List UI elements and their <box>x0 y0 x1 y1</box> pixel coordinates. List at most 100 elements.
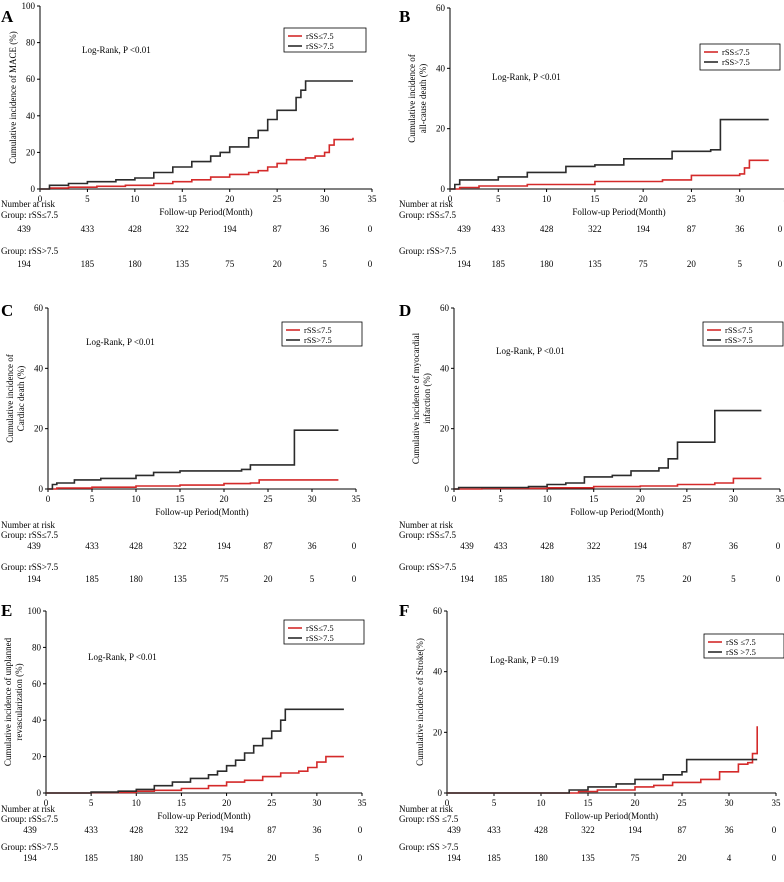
panel-a-risk-value: 135 <box>176 259 190 269</box>
panel-e-ytick-label: 20 <box>32 752 42 762</box>
panel-b-ytick-label: 0 <box>441 184 446 194</box>
panel-d-xtick-label: 5 <box>498 494 503 504</box>
panel-b-x-axis-title: Follow-up Period(Month) <box>572 207 665 217</box>
panel-d-risk-value: 36 <box>729 541 739 551</box>
panel-d-risk-value: 5 <box>731 574 736 584</box>
panel-a-ytick-label: 100 <box>22 1 36 11</box>
panel-a-xtick-label: 15 <box>178 194 188 204</box>
panel-c-risk-value: 87 <box>264 541 274 551</box>
panel-e-ytick-label: 40 <box>32 715 42 725</box>
panel-a-curve-high <box>40 81 353 189</box>
panel-b-risk-value: 322 <box>588 224 602 234</box>
panel-a-xtick-label: 20 <box>225 194 235 204</box>
panel-a-ytick-label: 80 <box>26 38 36 48</box>
panel-a-risk-header: Number at risk <box>1 199 55 209</box>
panel-e-risk-value: 185 <box>84 853 98 863</box>
panel-c-risk-value: 0 <box>352 541 357 551</box>
panel-e-risk-value: 0 <box>358 853 363 863</box>
panel-a-xtick-label: 30 <box>320 194 330 204</box>
panel-a-risk-value: 439 <box>17 224 31 234</box>
panel-d-xtick-label: 25 <box>682 494 692 504</box>
panel-c-logrank-annotation: Log-Rank, P <0.01 <box>86 337 155 347</box>
panel-a-xtick-label: 10 <box>130 194 140 204</box>
panel-f-x-axis-title: Follow-up Period(Month) <box>565 811 658 821</box>
panel-b-risk-value: 433 <box>492 224 506 234</box>
panel-b-risk-value: 185 <box>492 259 506 269</box>
panel-c-ytick-label: 0 <box>39 484 44 494</box>
panel-d-risk-value: 87 <box>682 541 692 551</box>
panel-a-label: A <box>1 7 14 26</box>
panel-b-y-axis-title: all-cause death (%) <box>418 64 428 133</box>
panel-e-risk-group-label: Group: rSS≤7.5 <box>1 814 58 824</box>
panel-b-logrank-annotation: Log-Rank, P <0.01 <box>492 72 561 82</box>
panel-d-risk-group-label: Group: rSS≤7.5 <box>399 530 456 540</box>
panel-b-legend-label: rSS≤7.5 <box>722 47 750 57</box>
panel-d-risk-value: 194 <box>634 541 648 551</box>
panel-e-y-axis-title: Cumulative incidence of unplanned <box>3 637 13 766</box>
panel-b-risk-value: 0 <box>778 224 783 234</box>
panel-f-xtick-label: 35 <box>772 798 782 808</box>
panel-a-risk-value: 185 <box>81 259 95 269</box>
panel-e-xtick-label: 25 <box>267 798 277 808</box>
panel-b-risk-value: 5 <box>737 259 742 269</box>
panel-d-risk-group-label: Group: rSS>7.5 <box>399 562 457 572</box>
panel-b-xtick-label: 25 <box>687 194 697 204</box>
panel-c-risk-value: 0 <box>352 574 357 584</box>
panel-d-xtick-label: 35 <box>776 494 784 504</box>
panel-a-risk-value: 433 <box>81 224 95 234</box>
panel-f-risk-value: 322 <box>581 825 595 835</box>
panel-b-curve-high <box>450 120 769 189</box>
panel-c-xtick-label: 5 <box>90 494 95 504</box>
panel-d-logrank-annotation: Log-Rank, P <0.01 <box>496 346 565 356</box>
panel-f-xtick-label: 25 <box>678 798 688 808</box>
panel-e-risk-value: 439 <box>23 825 37 835</box>
panel-e-risk-value: 135 <box>175 853 189 863</box>
panel-f-risk-value: 20 <box>678 853 688 863</box>
panel-e-xtick-label: 30 <box>312 798 322 808</box>
panel-f-risk-header: Number at risk <box>399 804 453 814</box>
panel-f-risk-value: 428 <box>534 825 548 835</box>
panel-b-ytick-label: 40 <box>436 63 446 73</box>
panel-e-ytick-label: 60 <box>32 679 42 689</box>
panel-a-risk-value: 36 <box>320 224 330 234</box>
panel-e-risk-value: 20 <box>267 853 277 863</box>
panel-c-xtick-label: 15 <box>176 494 186 504</box>
panel-d-ytick-label: 40 <box>440 363 450 373</box>
panel-d-risk-value: 135 <box>587 574 601 584</box>
panel-e-risk-group-label: Group: rSS>7.5 <box>1 842 59 852</box>
panel-e-curve-high <box>46 709 344 793</box>
panel-b-xtick-label: 10 <box>542 194 552 204</box>
panel-d-xtick-label: 30 <box>729 494 739 504</box>
panel-b-xtick-label: 30 <box>735 194 745 204</box>
panel-c-risk-header: Number at risk <box>1 520 55 530</box>
panel-e-xtick-label: 35 <box>358 798 368 808</box>
panel-c-label: C <box>1 301 13 320</box>
panel-d-risk-value: 185 <box>494 574 508 584</box>
panel-a-y-axis-title: Cumulative incidence of MACE (%) <box>8 31 18 163</box>
panel-d-xtick-label: 20 <box>636 494 646 504</box>
panel-d-xtick-label: 15 <box>589 494 599 504</box>
panel-f-xtick-label: 20 <box>631 798 641 808</box>
panel-d-label: D <box>399 301 411 320</box>
panel-a-risk-group-label: Group: rSS>7.5 <box>1 246 59 256</box>
panel-f-risk-value: 0 <box>772 825 777 835</box>
panel-b-risk-value: 36 <box>735 224 745 234</box>
panel-f-risk-value: 135 <box>581 853 595 863</box>
panel-e-risk-header: Number at risk <box>1 804 55 814</box>
panel-d-xtick-label: 0 <box>452 494 457 504</box>
panel-c-ytick-label: 40 <box>34 363 44 373</box>
panel-f-risk-value: 0 <box>772 853 777 863</box>
panel-f-risk-group-label: Group: rSS ≤7.5 <box>399 814 459 824</box>
panel-c-risk-value: 439 <box>27 541 41 551</box>
panel-b-risk-value: 75 <box>639 259 649 269</box>
panel-e-ytick-label: 100 <box>28 606 42 616</box>
panel-f-ytick-label: 0 <box>438 788 443 798</box>
panel-b-risk-value: 0 <box>778 259 783 269</box>
panel-d-risk-value: 0 <box>776 574 781 584</box>
panel-f-y-axis-title: Cumulative incidence of Stroke(%) <box>415 638 425 766</box>
panel-c-xtick-label: 0 <box>46 494 51 504</box>
panel-e-curve-low <box>46 757 344 793</box>
panel-f-risk-value: 87 <box>678 825 688 835</box>
